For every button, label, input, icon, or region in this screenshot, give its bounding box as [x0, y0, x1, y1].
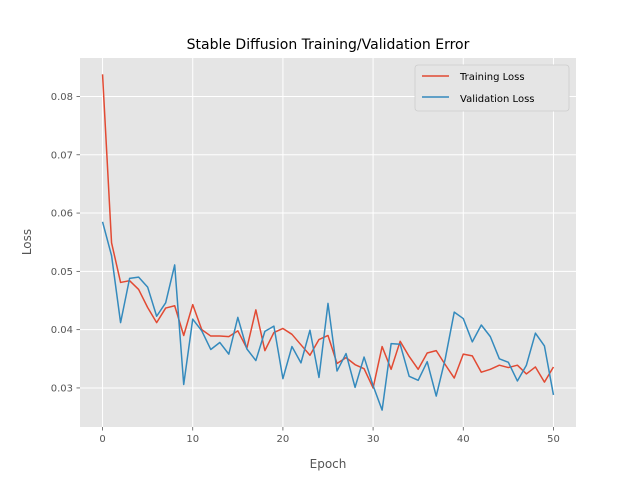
x-tick-label: 20	[277, 434, 290, 445]
legend: Training Loss Validation Loss	[414, 64, 570, 112]
y-tick-label: 0.07	[51, 150, 73, 161]
series-line-training-loss	[101, 74, 555, 389]
x-tick-label: 50	[547, 434, 560, 445]
y-tick-label: 0.03	[51, 383, 73, 394]
plot-area	[80, 58, 576, 427]
x-tick-label: 40	[457, 434, 470, 445]
legend-box	[414, 64, 570, 112]
legend-label-training-loss: Training Loss	[459, 72, 525, 83]
y-axis-label: Loss	[20, 229, 34, 255]
legend-label-validation-loss: Validation Loss	[460, 94, 535, 105]
x-tick-label: 30	[367, 434, 380, 445]
x-axis-label: Epoch	[310, 457, 347, 471]
y-tick-label: 0.08	[51, 92, 73, 103]
chart-title: Stable Diffusion Training/Validation Err…	[187, 37, 470, 53]
x-tick-label: 0	[99, 434, 105, 445]
x-tick-label: 10	[186, 434, 199, 445]
y-tick-label: 0.04	[51, 325, 73, 336]
grid	[80, 58, 576, 427]
y-tick-label: 0.05	[51, 267, 73, 278]
y-tick-label: 0.06	[51, 209, 73, 220]
series-lines	[101, 74, 555, 411]
ticks: 0 10 20 30 40 50 0.03 0.04 0.05 0.06 0.07 0.08	[51, 92, 560, 445]
series-line-validation-loss	[101, 221, 555, 411]
